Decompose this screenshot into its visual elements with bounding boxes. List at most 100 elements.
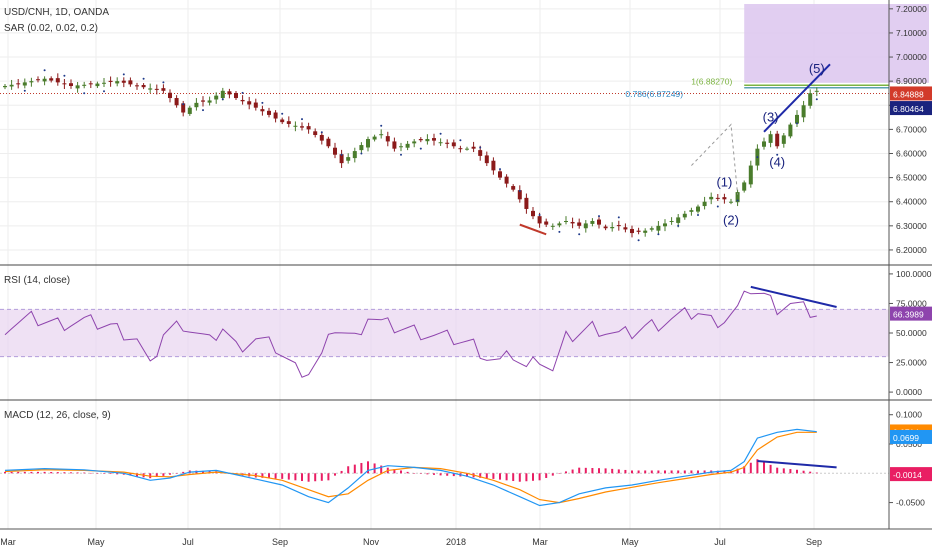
candle-body[interactable]	[425, 139, 430, 142]
candle-body[interactable]	[326, 138, 331, 147]
candle-body[interactable]	[135, 85, 139, 87]
candle-body[interactable]	[161, 88, 166, 91]
candle-body[interactable]	[742, 182, 747, 191]
candle-body[interactable]	[385, 136, 390, 142]
candle-body[interactable]	[669, 221, 674, 223]
candle-body[interactable]	[643, 230, 648, 233]
candle-body[interactable]	[768, 134, 773, 143]
candle-body[interactable]	[445, 142, 450, 144]
candle-body[interactable]	[570, 221, 575, 224]
candle-body[interactable]	[788, 124, 793, 137]
candle-body[interactable]	[366, 139, 370, 148]
candle-body[interactable]	[181, 103, 186, 113]
candle-body[interactable]	[392, 141, 397, 149]
candle-body[interactable]	[577, 222, 582, 226]
candle-body[interactable]	[715, 197, 720, 199]
candle-body[interactable]	[207, 100, 212, 103]
candle-body[interactable]	[115, 81, 120, 84]
candle-body[interactable]	[451, 142, 456, 147]
rsi-line[interactable]	[4, 290, 817, 378]
rsi-pane[interactable]	[0, 285, 889, 378]
candle-body[interactable]	[465, 148, 469, 150]
candle-body[interactable]	[352, 151, 357, 159]
candle-body[interactable]	[227, 91, 232, 95]
candle-body[interactable]	[557, 223, 562, 226]
candle-body[interactable]	[649, 228, 654, 230]
candle-body[interactable]	[75, 85, 80, 89]
candle-body[interactable]	[95, 83, 100, 87]
candle-body[interactable]	[438, 142, 443, 144]
candle-body[interactable]	[814, 90, 819, 92]
candle-body[interactable]	[267, 110, 271, 115]
candle-body[interactable]	[478, 150, 483, 156]
candle-body[interactable]	[69, 83, 73, 86]
rsi-divergence-line[interactable]	[750, 285, 837, 308]
candle-body[interactable]	[333, 147, 337, 155]
candle-body[interactable]	[709, 196, 714, 200]
candle-body[interactable]	[781, 135, 786, 144]
candle-body[interactable]	[544, 221, 549, 225]
candle-body[interactable]	[405, 143, 410, 148]
candle-body[interactable]	[696, 206, 700, 212]
candle-body[interactable]	[260, 109, 265, 112]
candle-body[interactable]	[597, 219, 601, 225]
candle-body[interactable]	[88, 83, 93, 85]
candle-body[interactable]	[148, 88, 153, 90]
candle-body[interactable]	[630, 228, 634, 234]
candle-body[interactable]	[775, 133, 780, 147]
candle-body[interactable]	[623, 227, 628, 230]
candle-body[interactable]	[762, 141, 766, 147]
candle-body[interactable]	[564, 221, 568, 223]
candle-body[interactable]	[610, 227, 615, 229]
candle-body[interactable]	[511, 186, 516, 190]
candle-body[interactable]	[346, 157, 351, 161]
candle-body[interactable]	[102, 82, 106, 84]
candle-body[interactable]	[795, 114, 799, 124]
candle-body[interactable]	[247, 101, 252, 105]
candle-body[interactable]	[458, 148, 463, 150]
candle-body[interactable]	[253, 102, 258, 108]
candle-body[interactable]	[108, 80, 113, 82]
candle-body[interactable]	[306, 126, 311, 130]
candle-body[interactable]	[300, 126, 304, 128]
fib-extension-box[interactable]	[744, 4, 929, 83]
candle-body[interactable]	[517, 190, 522, 200]
candle-body[interactable]	[194, 102, 199, 108]
candle-body[interactable]	[636, 230, 641, 232]
candle-body[interactable]	[214, 95, 219, 100]
candle-body[interactable]	[201, 100, 205, 102]
candle-body[interactable]	[590, 221, 595, 224]
candle-body[interactable]	[432, 138, 436, 141]
candle-body[interactable]	[484, 155, 489, 164]
macd-pane[interactable]	[0, 428, 889, 507]
support-trendline[interactable]	[519, 223, 547, 236]
candle-body[interactable]	[3, 85, 7, 88]
candle-body[interactable]	[537, 216, 542, 224]
candle-body[interactable]	[524, 197, 529, 209]
candle-body[interactable]	[689, 210, 694, 212]
candle-body[interactable]	[319, 135, 324, 141]
candle-body[interactable]	[418, 139, 423, 141]
candle-body[interactable]	[141, 85, 146, 88]
candle-body[interactable]	[372, 136, 377, 140]
candle-body[interactable]	[273, 112, 278, 119]
candle-body[interactable]	[729, 201, 733, 203]
candle-body[interactable]	[49, 78, 54, 81]
candle-body[interactable]	[280, 119, 285, 123]
candle-body[interactable]	[174, 98, 179, 106]
macd-divergence-line[interactable]	[757, 459, 837, 469]
candle-body[interactable]	[55, 78, 60, 83]
candle-body[interactable]	[471, 146, 476, 149]
candle-body[interactable]	[583, 223, 588, 229]
candle-body[interactable]	[313, 131, 318, 136]
candle-body[interactable]	[682, 213, 687, 218]
candle-body[interactable]	[9, 84, 14, 87]
candle-body[interactable]	[531, 210, 535, 217]
candle-body[interactable]	[359, 145, 364, 151]
candle-body[interactable]	[240, 99, 245, 102]
candle-body[interactable]	[29, 81, 34, 83]
candle-body[interactable]	[676, 217, 681, 223]
candle-body[interactable]	[379, 134, 384, 136]
candle-body[interactable]	[154, 88, 159, 90]
